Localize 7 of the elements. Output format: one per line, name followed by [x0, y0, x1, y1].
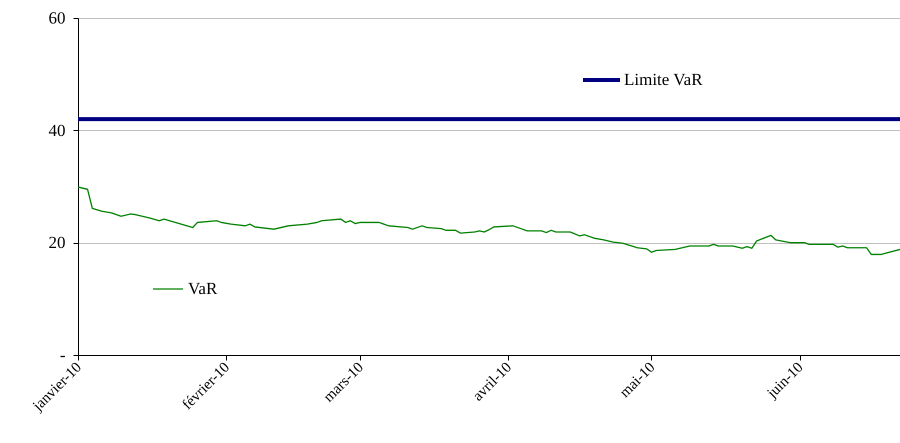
line-series: [77, 186, 900, 256]
y-tick-label: 40: [48, 120, 66, 140]
y-tick-label: 60: [48, 8, 66, 28]
y-tick-label: -: [60, 346, 66, 364]
legend-label: Limite VaR: [624, 70, 704, 89]
legend-label: VaR: [188, 279, 218, 298]
y-tick-label: 20: [48, 233, 66, 252]
